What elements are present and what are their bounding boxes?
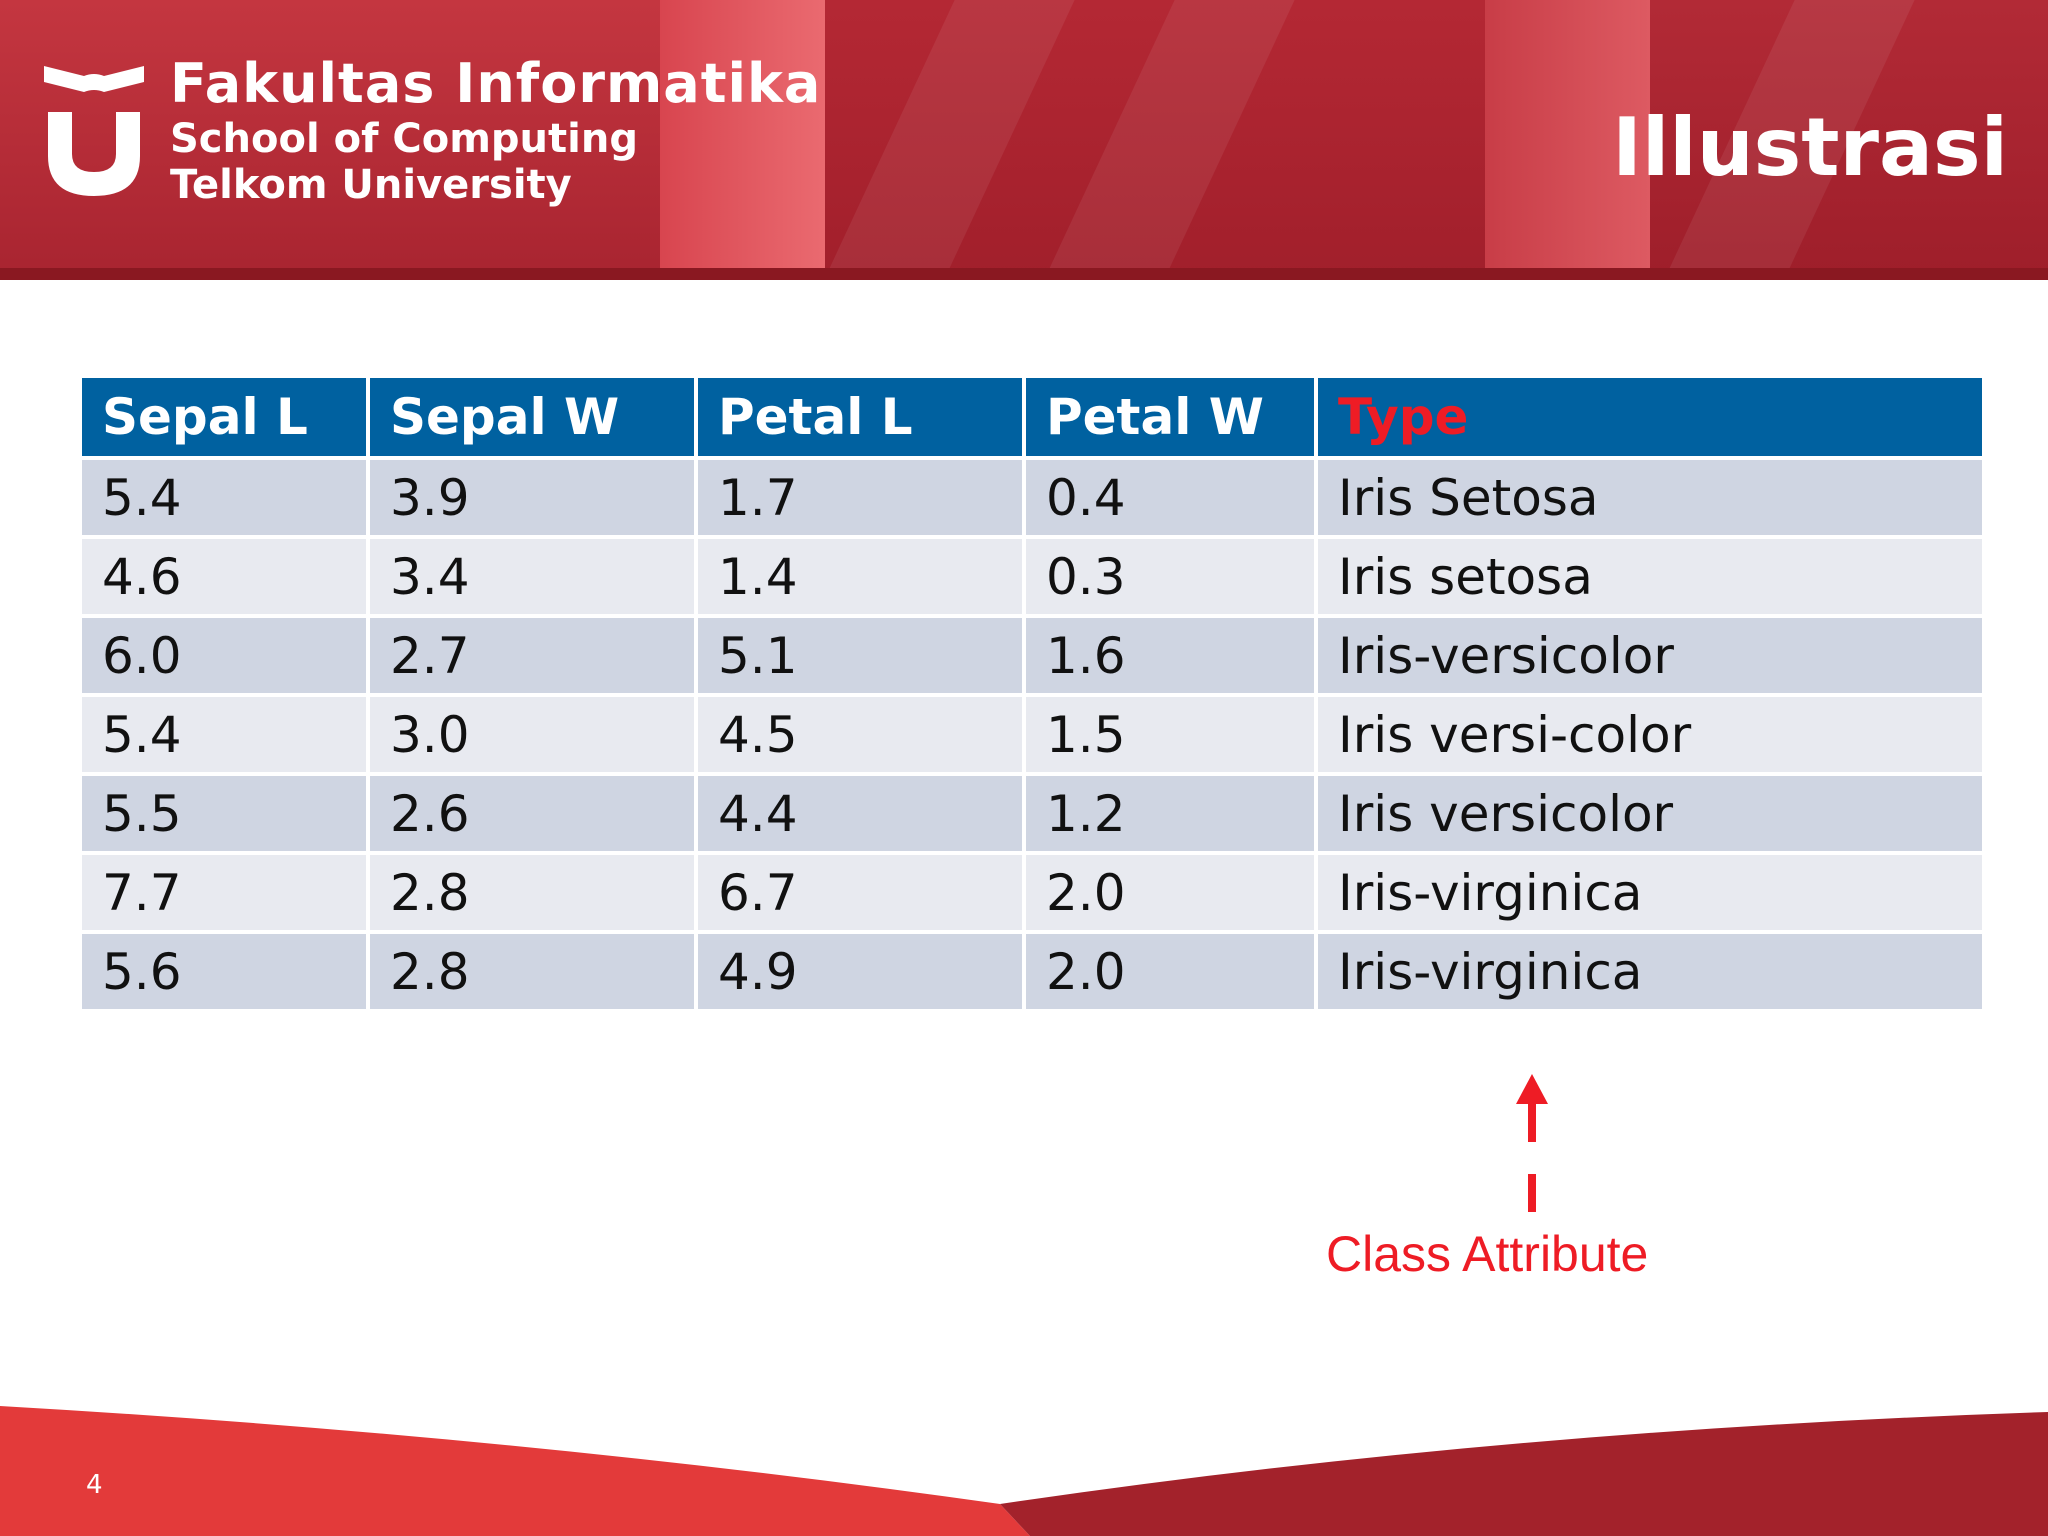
header-petal-length: Petal L [694,374,1026,460]
cell-sepal-length: 5.6 [78,930,370,1013]
cell-type: Iris-virginica [1314,930,1986,1013]
table-header-row: Sepal L Sepal W Petal L Petal W Type [78,374,1986,460]
cell-sepal-width: 2.8 [366,930,698,1013]
cell-petal-width: 1.5 [1022,693,1318,776]
cell-sepal-length: 5.4 [78,456,370,539]
cell-sepal-length: 7.7 [78,851,370,934]
header-sepal-length: Sepal L [78,374,370,460]
telkom-university-logo-icon [44,66,144,196]
cell-sepal-width: 3.4 [366,535,698,618]
cell-petal-length: 4.5 [694,693,1026,776]
header-petal-width: Petal W [1022,374,1318,460]
table-row: 5.4 3.0 4.5 1.5 Iris versi-color [78,693,1986,776]
brand-text: Fakultas Informatika School of Computing… [170,52,821,208]
iris-data-table: Sepal L Sepal W Petal L Petal W Type 5.4… [78,374,1986,1013]
cell-sepal-length: 6.0 [78,614,370,697]
table-row: 5.5 2.6 4.4 1.2 Iris versicolor [78,772,1986,855]
cell-petal-width: 0.4 [1022,456,1318,539]
table-row: 5.6 2.8 4.9 2.0 Iris-virginica [78,930,1986,1013]
brand-university: Telkom University [170,162,572,208]
cell-petal-length: 1.4 [694,535,1026,618]
header-banner: Fakultas Informatika School of Computing… [0,0,2048,280]
header-type: Type [1314,374,1986,460]
cell-type: Iris-versicolor [1314,614,1986,697]
table-row: 6.0 2.7 5.1 1.6 Iris-versicolor [78,614,1986,697]
footer-banner [0,1406,2048,1536]
table-row: 4.6 3.4 1.4 0.3 Iris setosa [78,535,1986,618]
cell-petal-length: 5.1 [694,614,1026,697]
header-sepal-width: Sepal W [366,374,698,460]
cell-type: Iris versi-color [1314,693,1986,776]
table-row: 5.4 3.9 1.7 0.4 Iris Setosa [78,456,1986,539]
cell-sepal-length: 4.6 [78,535,370,618]
brand-faculty: Fakultas Informatika [170,52,822,115]
cell-petal-width: 0.3 [1022,535,1318,618]
cell-petal-length: 4.9 [694,930,1026,1013]
cell-petal-length: 4.4 [694,772,1026,855]
cell-petal-width: 2.0 [1022,930,1318,1013]
cell-sepal-width: 3.0 [366,693,698,776]
cell-type: Iris-virginica [1314,851,1986,934]
cell-petal-width: 2.0 [1022,851,1318,934]
brand-school: School of Computing [170,116,638,162]
cell-petal-width: 1.6 [1022,614,1318,697]
cell-petal-length: 1.7 [694,456,1026,539]
cell-sepal-length: 5.5 [78,772,370,855]
cell-sepal-width: 2.8 [366,851,698,934]
cell-sepal-length: 5.4 [78,693,370,776]
table-row: 7.7 2.8 6.7 2.0 Iris-virginica [78,851,1986,934]
cell-sepal-width: 2.7 [366,614,698,697]
cell-sepal-width: 2.6 [366,772,698,855]
cell-type: Iris Setosa [1314,456,1986,539]
cell-type: Iris versicolor [1314,772,1986,855]
page-title: Illustrasi [1612,101,2008,194]
dashed-up-arrow-icon [1516,1074,1548,1212]
cell-sepal-width: 3.9 [366,456,698,539]
cell-petal-width: 1.2 [1022,772,1318,855]
page-number: 4 [86,1470,103,1500]
class-attribute-label: Class Attribute [1326,1226,1649,1282]
cell-type: Iris setosa [1314,535,1986,618]
cell-petal-length: 6.7 [694,851,1026,934]
